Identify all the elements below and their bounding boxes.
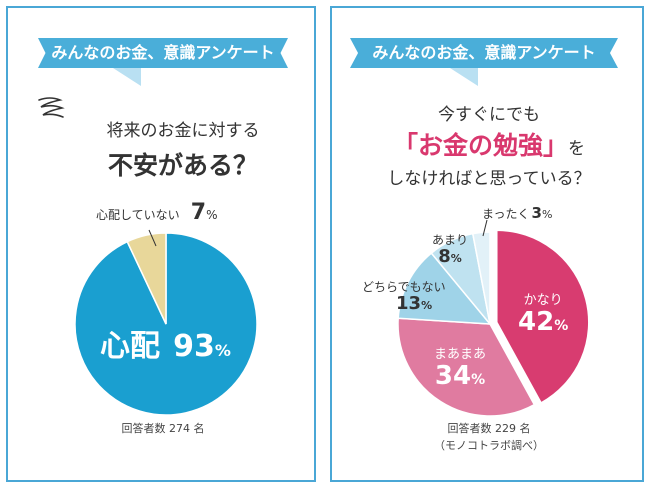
percent-sign: % (450, 252, 462, 266)
label-somewhat: まあまあ 34% (434, 347, 487, 392)
pie-slice-4 (471, 231, 491, 325)
slice-label-name: どちらでもない (362, 280, 446, 294)
pie-slice-0 (496, 229, 590, 404)
question-line-2: 不安がある？ (107, 151, 258, 180)
slice-label-name: かなり (523, 293, 563, 308)
footnote-respondents: 回答者数 229 名 (447, 422, 531, 435)
question-line-2-wrap: 「お金の勉強」を (332, 126, 646, 162)
question-line-3: しなければと思っている？ (387, 169, 591, 189)
leader-line-not-at-all (482, 219, 488, 237)
label-not-at-all: まったく 3% (482, 204, 552, 222)
slice-label-value: 3 (531, 204, 542, 222)
survey-panel-worry: みんなのお金、意識アンケート 将来のお金に対する 不安がある？ 心配していない … (6, 6, 316, 482)
banner-tail (113, 68, 141, 86)
percent-sign: % (541, 208, 553, 221)
slice-label-value: 93 (173, 329, 215, 364)
footnote-source: （モノコトラボ調べ） (434, 439, 544, 452)
pie-chart-study (397, 219, 590, 417)
slice-label-value: 42 (518, 307, 555, 338)
question-line-2-suffix: を (568, 139, 585, 159)
percent-sign: % (206, 208, 218, 222)
percent-sign: % (214, 341, 231, 360)
label-not-worried: 心配していない 7% (96, 200, 218, 225)
slice-label-value: 13 (396, 293, 422, 315)
slice-label-name: まったく (482, 207, 530, 221)
question-line-2: 「お金の勉強」 (392, 131, 568, 160)
question-line-1: 将来のお金に対する (106, 121, 260, 141)
question-line-1: 今すぐにでも (438, 105, 540, 125)
pie-chart-worry (74, 229, 258, 416)
swirl-icon (38, 97, 65, 118)
percent-sign: % (554, 318, 569, 335)
slice-label-name: まあまあ (434, 347, 487, 362)
label-rarely: あまり 8% (432, 233, 469, 268)
label-worried: 心配 93% (100, 330, 231, 363)
slice-label-value: 8 (438, 246, 451, 268)
percent-sign: % (471, 372, 486, 389)
pie-slice-1 (397, 317, 536, 417)
leader-line-not-worried (148, 229, 157, 247)
survey-banner: みんなのお金、意識アンケート (38, 38, 288, 68)
percent-sign: % (421, 299, 433, 313)
banner-tail (450, 68, 478, 86)
pie-slice-2 (397, 252, 492, 325)
survey-panel-study: みんなのお金、意識アンケート 今すぐにでも 「お金の勉強」を しなければと思って… (330, 6, 644, 482)
pie-slice-1 (126, 232, 167, 325)
footnote-respondents: 回答者数 274 名 (121, 422, 205, 435)
label-very: かなり 42% (518, 293, 569, 338)
slice-label-name: あまり (432, 233, 469, 247)
slice-label-value: 34 (434, 361, 472, 392)
label-neutral: どちらでもない 13% (362, 280, 446, 315)
slice-label-name: 心配していない (96, 208, 180, 222)
survey-banner: みんなのお金、意識アンケート (350, 38, 618, 68)
slice-label-name: 心配 (100, 329, 160, 364)
slice-label-value: 7 (190, 200, 207, 225)
